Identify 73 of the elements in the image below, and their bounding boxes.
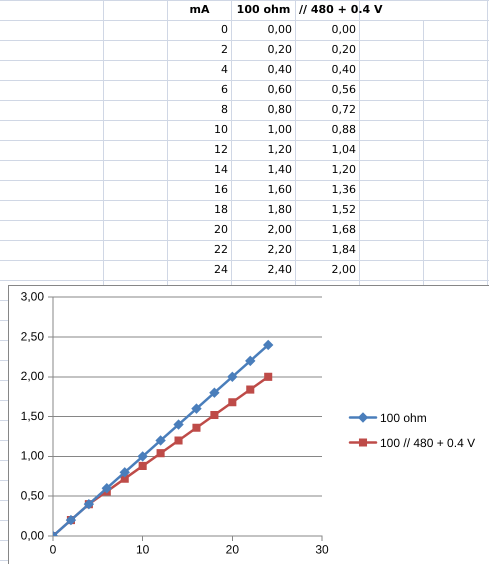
- text: 16: [214, 183, 228, 196]
- text: 0,88: [332, 123, 356, 136]
- text: 0,80: [268, 103, 292, 116]
- text: 1,80: [268, 203, 292, 216]
- y-tick-label: 2,50: [20, 329, 44, 344]
- text: 2,40: [268, 263, 292, 276]
- point: [209, 388, 220, 398]
- point: [174, 420, 184, 430]
- text: 1,04: [332, 143, 356, 156]
- y-tick-label: 1,50: [20, 408, 44, 423]
- text: 1,60: [268, 183, 292, 196]
- text: 1,40: [268, 163, 292, 176]
- point: [192, 424, 200, 432]
- text: 0,00: [332, 23, 356, 36]
- x-tick-label: 30: [315, 542, 329, 557]
- text: 0,20: [332, 43, 356, 56]
- text: 100 ohm: [236, 3, 290, 16]
- text: // 480 + 0.4 V: [299, 3, 383, 16]
- point: [156, 435, 166, 446]
- text: 0,20: [268, 43, 292, 56]
- point: [138, 462, 147, 470]
- x-tick-label: 10: [136, 542, 150, 557]
- text: 22: [214, 243, 228, 256]
- text: 2,00: [332, 263, 356, 276]
- point: [138, 451, 148, 462]
- y-tick-label: 2,00: [20, 369, 44, 384]
- text: 20: [214, 223, 228, 236]
- y-tick-label: 3,00: [20, 290, 44, 304]
- text: mA: [190, 3, 210, 16]
- text: 0,60: [268, 83, 292, 96]
- text: 4: [221, 63, 228, 76]
- text: 0,56: [332, 83, 356, 96]
- text: 1,68: [332, 223, 356, 236]
- point: [228, 398, 236, 406]
- text: 14: [214, 163, 228, 176]
- y-tick-label: 1,00: [20, 448, 44, 463]
- text: 24: [214, 263, 228, 276]
- text: 2,00: [268, 223, 292, 236]
- text: 1,00: [268, 123, 292, 136]
- text: 12: [214, 143, 228, 156]
- text: 0,72: [332, 103, 356, 116]
- text: 2: [221, 43, 228, 56]
- text: 0: [221, 23, 228, 36]
- text: 1,20: [268, 143, 292, 156]
- point: [102, 483, 112, 494]
- text: 8: [221, 103, 228, 116]
- text: 1,84: [332, 243, 356, 256]
- legend-label: 100 // 480 + 0.4 V: [380, 436, 476, 450]
- point: [264, 372, 272, 381]
- y-tick-label: 0,50: [20, 488, 44, 503]
- text: 0,00: [268, 23, 292, 36]
- text: 1,52: [332, 203, 356, 216]
- point: [120, 467, 130, 478]
- text: 1,20: [332, 163, 356, 176]
- text: 18: [214, 203, 228, 216]
- text: 2,20: [268, 243, 292, 256]
- y-tick-label: 0,00: [20, 528, 44, 542]
- point: [245, 356, 256, 366]
- x-tick-label: 20: [226, 542, 240, 557]
- point: [174, 436, 183, 445]
- point: [191, 404, 202, 414]
- x-tick-label: 0: [50, 542, 57, 557]
- text: 10: [214, 123, 228, 136]
- text: 0,40: [268, 63, 292, 76]
- text: 0,40: [332, 63, 356, 76]
- legend-label: 100 ohm: [380, 410, 427, 425]
- text: 1,36: [332, 183, 356, 196]
- point: [210, 410, 218, 420]
- point: [227, 372, 238, 382]
- text: 6: [221, 83, 228, 96]
- point: [263, 340, 274, 350]
- point: [246, 386, 254, 394]
- point: [156, 449, 165, 458]
